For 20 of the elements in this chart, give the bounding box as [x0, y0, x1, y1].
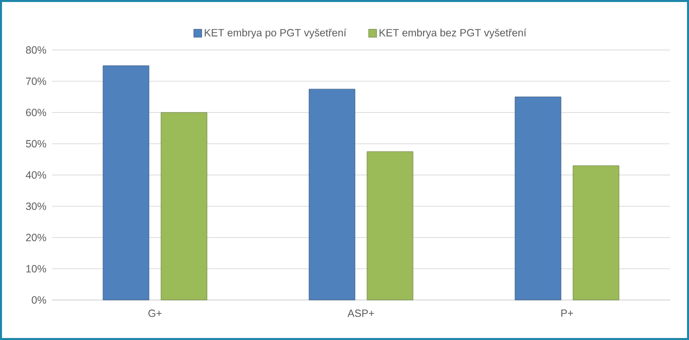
legend-label: KET embrya bez PGT vyšetření — [380, 28, 526, 38]
y-tick-label: 10% — [26, 265, 46, 272]
y-tick-label: 20% — [26, 234, 46, 242]
y-tick-label: 70% — [26, 78, 46, 85]
bar — [572, 165, 620, 300]
y-tick-label: 50% — [26, 140, 46, 148]
x-tick-label: ASP+ — [348, 310, 374, 317]
y-tick-label: 30% — [26, 202, 46, 210]
legend-label: KET embrya po PGT vyšetření — [204, 28, 346, 38]
bar — [102, 65, 150, 300]
x-tick-label: P+ — [561, 310, 574, 317]
x-tick-label: G+ — [148, 310, 162, 317]
y-tick-label: 60% — [26, 108, 46, 116]
bar — [160, 112, 208, 300]
bar — [366, 151, 414, 300]
y-tick-label: 40% — [26, 171, 46, 179]
bar — [514, 96, 562, 300]
y-tick-label: 80% — [26, 46, 46, 54]
y-tick-label: 0% — [32, 296, 46, 304]
bar — [308, 88, 356, 300]
